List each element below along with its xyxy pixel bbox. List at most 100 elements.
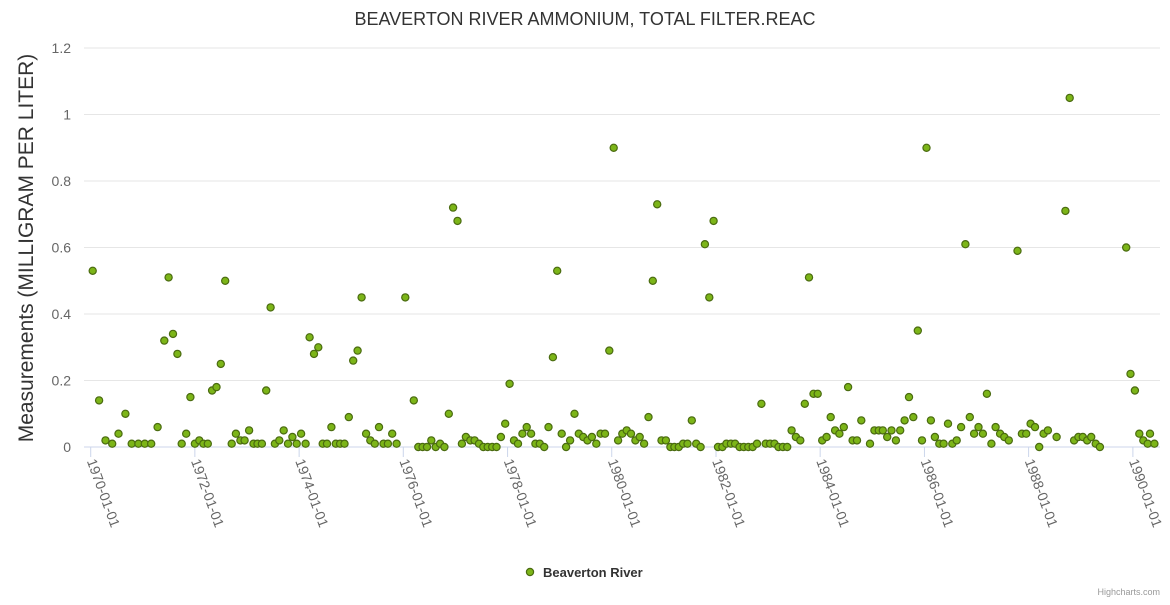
data-point[interactable] <box>107 439 117 448</box>
data-point[interactable] <box>301 439 310 448</box>
data-point[interactable] <box>800 399 810 408</box>
legend[interactable]: Beaverton River <box>525 565 643 580</box>
data-point[interactable] <box>422 442 432 452</box>
data-point[interactable] <box>314 343 323 352</box>
data-point[interactable] <box>177 439 186 448</box>
data-point[interactable] <box>917 436 927 445</box>
data-point[interactable] <box>661 436 671 445</box>
data-point[interactable] <box>1130 386 1140 395</box>
data-point[interactable] <box>427 436 436 445</box>
data-point[interactable] <box>878 426 888 435</box>
data-point[interactable] <box>146 439 156 448</box>
data-point[interactable] <box>609 143 618 152</box>
data-point[interactable] <box>244 426 254 435</box>
data-point[interactable] <box>635 432 644 442</box>
data-point[interactable] <box>94 396 104 405</box>
data-point[interactable] <box>626 429 636 438</box>
data-point[interactable] <box>257 439 267 448</box>
data-point[interactable] <box>114 429 123 438</box>
credits-link[interactable]: Highcharts.com <box>1097 587 1160 597</box>
data-point[interactable] <box>900 416 909 425</box>
data-point[interactable] <box>173 349 182 359</box>
data-point[interactable] <box>518 429 527 438</box>
data-point[interactable] <box>961 239 970 249</box>
data-point[interactable] <box>160 336 169 345</box>
data-point[interactable] <box>1034 442 1044 452</box>
data-point[interactable] <box>374 422 384 432</box>
data-point[interactable] <box>1121 243 1131 252</box>
data-point[interactable] <box>965 412 975 422</box>
data-point[interactable] <box>705 293 714 302</box>
data-point[interactable] <box>696 442 705 452</box>
data-point[interactable] <box>444 409 453 418</box>
data-point[interactable] <box>930 432 940 442</box>
data-point[interactable] <box>826 412 835 422</box>
data-point[interactable] <box>288 432 297 442</box>
data-point[interactable] <box>644 412 653 422</box>
legend-label-beaverton-river[interactable]: Beaverton River <box>543 565 643 580</box>
data-point[interactable] <box>266 303 275 312</box>
data-point[interactable] <box>969 429 979 438</box>
data-point[interactable] <box>974 422 983 432</box>
data-point[interactable] <box>956 422 966 432</box>
data-point[interactable] <box>1043 426 1053 435</box>
data-point[interactable] <box>309 349 319 359</box>
data-point[interactable] <box>557 429 566 438</box>
data-point[interactable] <box>1086 432 1096 442</box>
data-point[interactable] <box>349 356 358 365</box>
data-point[interactable] <box>153 422 162 432</box>
data-point[interactable] <box>865 439 875 448</box>
data-point[interactable] <box>822 432 831 442</box>
data-point[interactable] <box>926 416 936 425</box>
data-point[interactable] <box>553 266 562 275</box>
data-point[interactable] <box>561 442 571 452</box>
data-point[interactable] <box>340 439 349 448</box>
data-point[interactable] <box>700 239 710 249</box>
data-point[interactable] <box>904 392 914 402</box>
data-point[interactable] <box>952 436 961 445</box>
data-point[interactable] <box>991 422 1000 432</box>
legend-marker[interactable] <box>525 567 535 577</box>
data-point[interactable] <box>1150 439 1159 448</box>
data-point[interactable] <box>220 276 230 285</box>
data-point[interactable] <box>292 439 301 448</box>
data-point[interactable] <box>305 333 314 342</box>
data-point[interactable] <box>540 442 549 452</box>
data-point[interactable] <box>982 389 992 398</box>
data-point[interactable] <box>852 436 862 445</box>
data-point[interactable] <box>1052 432 1061 442</box>
data-point[interactable] <box>522 422 531 432</box>
data-point[interactable] <box>1145 429 1155 438</box>
data-point[interactable] <box>913 326 923 335</box>
data-point[interactable] <box>978 429 988 438</box>
data-point[interactable] <box>357 293 366 302</box>
data-point[interactable] <box>370 439 379 448</box>
data-point[interactable] <box>587 432 597 442</box>
data-point[interactable] <box>101 436 110 445</box>
data-point[interactable] <box>392 439 401 448</box>
data-point[interactable] <box>492 442 501 452</box>
data-point[interactable] <box>186 392 195 402</box>
data-point[interactable] <box>909 412 918 422</box>
data-point[interactable] <box>1061 206 1070 216</box>
data-point[interactable] <box>121 409 130 418</box>
data-point[interactable] <box>283 439 293 448</box>
data-point[interactable] <box>752 439 762 448</box>
data-point[interactable] <box>453 216 462 226</box>
data-point[interactable] <box>240 436 249 445</box>
data-point[interactable] <box>448 203 458 212</box>
data-point[interactable] <box>1065 93 1074 103</box>
data-point[interactable] <box>548 353 558 362</box>
data-point[interactable] <box>600 429 610 438</box>
data-point[interactable] <box>88 266 97 275</box>
data-point[interactable] <box>939 439 948 448</box>
data-point[interactable] <box>275 436 284 445</box>
data-point[interactable] <box>683 439 692 448</box>
data-point[interactable] <box>1135 429 1144 438</box>
data-point[interactable] <box>787 426 796 435</box>
data-point[interactable] <box>1095 442 1105 452</box>
data-point[interactable] <box>613 436 623 445</box>
data-point[interactable] <box>168 329 178 339</box>
data-point[interactable] <box>839 422 849 432</box>
data-point[interactable] <box>203 439 212 448</box>
